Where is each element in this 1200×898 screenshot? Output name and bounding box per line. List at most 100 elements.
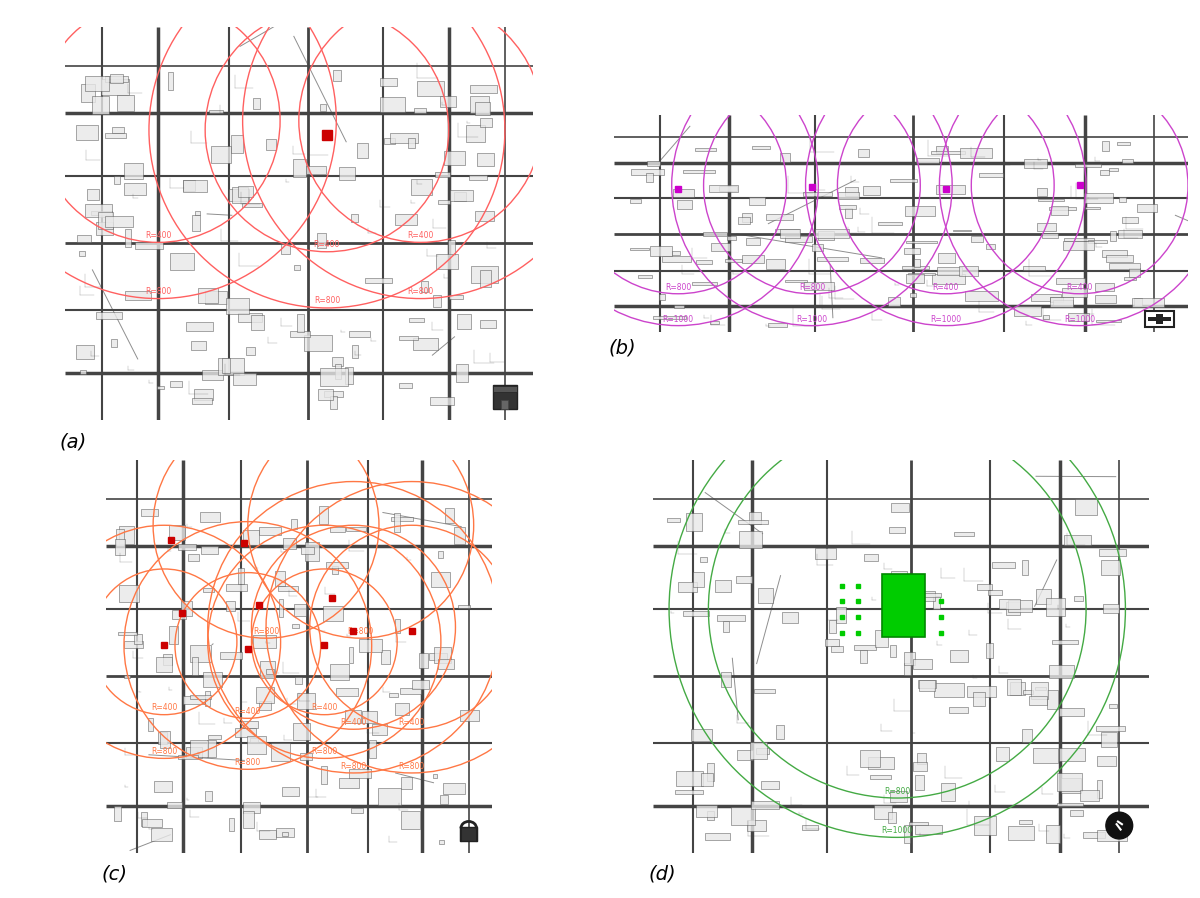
Bar [678, 582, 696, 592]
Bar [719, 186, 737, 191]
Bar [868, 758, 894, 769]
Text: (d): (d) [648, 865, 676, 884]
Bar [1109, 704, 1117, 709]
Bar [938, 253, 955, 263]
Bar [1096, 295, 1116, 304]
Bar [738, 217, 750, 224]
Bar [438, 550, 443, 558]
Bar [916, 158, 938, 163]
Bar [732, 807, 755, 825]
Bar [888, 297, 900, 306]
Bar [211, 146, 232, 163]
Bar [780, 154, 790, 162]
Bar [1006, 603, 1020, 615]
Bar [892, 503, 910, 512]
Bar [76, 345, 94, 358]
Bar [294, 603, 306, 616]
Text: R=800: R=800 [408, 286, 433, 295]
Bar [816, 549, 835, 559]
Bar [259, 662, 275, 678]
Bar [352, 345, 358, 358]
Bar [276, 828, 294, 837]
Bar [812, 244, 823, 251]
Bar [802, 825, 818, 830]
Bar [136, 242, 163, 249]
Bar [1148, 317, 1171, 321]
Bar [650, 246, 672, 256]
Bar [860, 750, 880, 767]
Bar [190, 645, 211, 662]
Bar [278, 599, 283, 617]
Bar [205, 691, 210, 706]
Bar [156, 657, 173, 673]
Bar [334, 70, 341, 82]
Bar [1122, 159, 1133, 163]
Bar [1043, 233, 1058, 239]
Bar [965, 291, 998, 301]
Bar [208, 735, 221, 739]
Bar [988, 590, 1002, 594]
Bar [168, 525, 185, 541]
Bar [916, 775, 924, 790]
Bar [456, 364, 468, 382]
Bar [298, 693, 316, 709]
Bar [905, 249, 920, 254]
Bar [332, 357, 343, 365]
Bar [359, 638, 382, 652]
Bar [870, 775, 890, 779]
Bar [1022, 559, 1028, 575]
Bar [290, 519, 296, 529]
Bar [168, 72, 173, 91]
Bar [742, 213, 752, 222]
Bar [1120, 198, 1127, 202]
Bar [346, 527, 366, 531]
Bar [931, 151, 965, 154]
Bar [390, 516, 413, 521]
Bar [667, 518, 680, 522]
Bar [1014, 306, 1042, 316]
Bar [203, 588, 214, 593]
Bar [998, 600, 1020, 609]
Bar [112, 339, 118, 347]
Bar [721, 672, 731, 687]
Bar [156, 386, 163, 390]
Bar [253, 99, 260, 110]
Bar [125, 641, 143, 647]
Bar [233, 373, 256, 384]
Bar [242, 203, 262, 207]
Bar [708, 811, 714, 820]
Bar [188, 554, 199, 561]
Bar [167, 802, 182, 807]
Bar [116, 529, 124, 546]
Bar [460, 827, 478, 841]
Bar [1058, 748, 1085, 761]
Bar [205, 791, 211, 801]
Bar [979, 173, 1003, 177]
Bar [184, 180, 196, 191]
Bar [1050, 297, 1063, 303]
Bar [1074, 596, 1082, 601]
Bar [756, 748, 769, 754]
Bar [208, 740, 216, 757]
Bar [653, 316, 686, 319]
Bar [372, 724, 388, 735]
Bar [1088, 240, 1106, 242]
Bar [79, 251, 85, 256]
Bar [438, 658, 454, 669]
Bar [832, 646, 844, 652]
Bar [875, 630, 888, 647]
Bar [305, 335, 332, 350]
Text: R=800: R=800 [665, 283, 691, 292]
Bar [768, 322, 787, 327]
Bar [673, 189, 695, 197]
Bar [298, 314, 304, 331]
Bar [173, 611, 186, 619]
Bar [430, 397, 454, 405]
Bar [480, 118, 492, 128]
Bar [1100, 171, 1109, 175]
Bar [344, 710, 361, 724]
Bar [751, 801, 779, 809]
Bar [395, 214, 418, 224]
Bar [324, 392, 343, 397]
Bar [436, 254, 458, 269]
